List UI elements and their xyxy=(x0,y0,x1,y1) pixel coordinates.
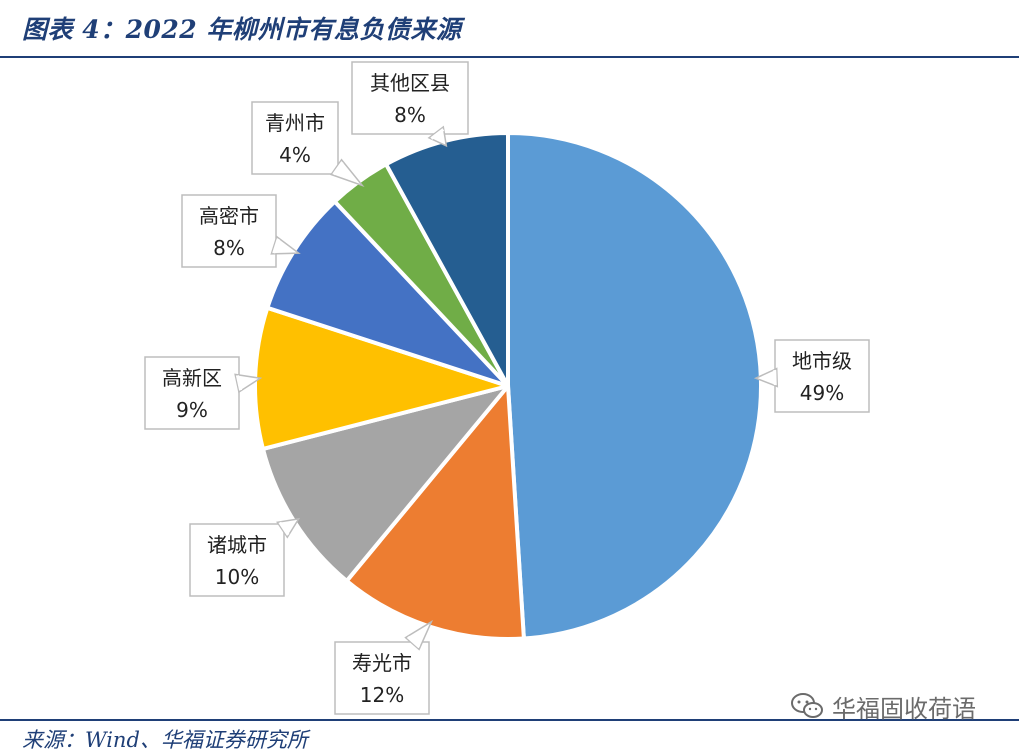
callout-4: 高新区 9% xyxy=(144,356,263,430)
callout-box xyxy=(189,523,285,597)
callout-pointer xyxy=(276,517,301,539)
slice-label: 其他区县 xyxy=(370,71,450,95)
slice-label: 高新区 xyxy=(162,366,222,390)
callout-seam xyxy=(332,161,344,176)
slice-value: 8% xyxy=(394,103,426,127)
callout-seam xyxy=(407,635,421,649)
callout-box xyxy=(181,194,277,268)
watermark-text: 华福固收荷语 xyxy=(832,694,976,723)
wechat-icon xyxy=(791,693,823,718)
slice-value: 9% xyxy=(176,398,208,422)
pie-callouts: 地市级 49% 寿光市 12% 诸城市 10% 高新区 9% 高密市 8% 青州市 4% 其他区县 8% xyxy=(144,61,870,715)
callout-seam xyxy=(773,370,777,386)
callout-seam xyxy=(235,375,243,391)
slice-label: 高密市 xyxy=(199,204,259,228)
pie-slice-1 xyxy=(506,131,763,641)
callout-5: 高密市 8% xyxy=(181,194,301,268)
bottom-divider xyxy=(0,719,1019,721)
callout-pointer xyxy=(753,367,779,388)
callout-1: 地市级 49% xyxy=(753,339,870,413)
callout-seam xyxy=(272,238,280,254)
slice-value: 4% xyxy=(279,143,311,167)
callout-box xyxy=(144,356,240,430)
watermark: 华福固收荷语 xyxy=(790,690,976,723)
slice-label: 地市级 xyxy=(792,349,852,373)
pie-slices xyxy=(253,131,763,641)
chart-title: 图表 4：2022 年柳州市有息负债来源 xyxy=(22,15,462,44)
callout-7: 其他区县 8% xyxy=(351,61,469,148)
callout-2: 寿光市 12% xyxy=(334,619,434,715)
source-note: 来源：Wind、华福证券研究所 xyxy=(22,728,308,752)
callout-box xyxy=(251,101,339,175)
callout-6: 青州市 4% xyxy=(251,101,365,187)
callout-box xyxy=(774,339,870,413)
callout-3: 诸城市 10% xyxy=(189,517,301,597)
callout-box xyxy=(351,61,469,135)
top-divider xyxy=(0,56,1019,58)
slice-value: 49% xyxy=(800,381,844,405)
pie-chart: 地市级 49% 寿光市 12% 诸城市 10% 高新区 9% 高密市 8% 青州市 4% 其他区县 8% xyxy=(144,61,870,715)
slice-label: 青州市 xyxy=(265,111,325,135)
slice-label: 诸城市 xyxy=(207,533,267,557)
slice-value: 8% xyxy=(213,236,245,260)
slice-value: 10% xyxy=(215,565,259,589)
callout-seam xyxy=(430,128,445,140)
callout-seam xyxy=(278,521,290,536)
slice-value: 12% xyxy=(360,683,404,707)
slice-label: 寿光市 xyxy=(352,651,412,675)
callout-box xyxy=(334,641,430,715)
